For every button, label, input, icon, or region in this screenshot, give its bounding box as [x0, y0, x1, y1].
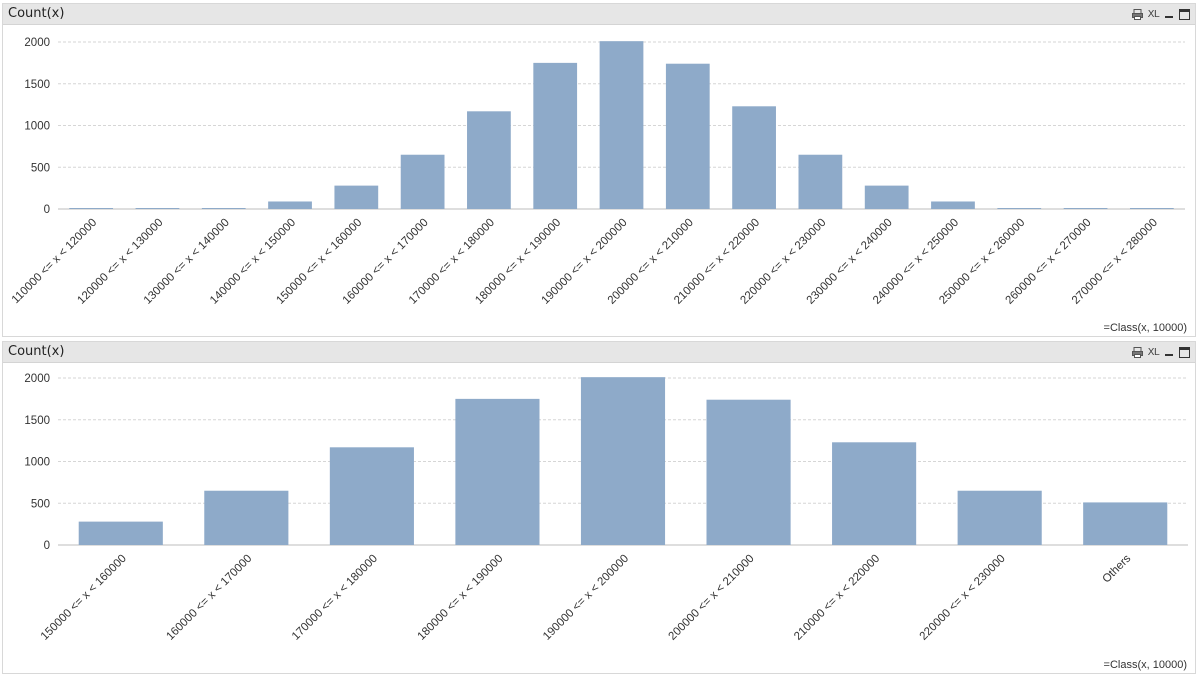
x-tick-label: 210000 <= x < 220000 [792, 553, 882, 643]
bar[interactable] [455, 398, 540, 545]
maximize-icon[interactable] [1179, 345, 1190, 359]
panel-toolbar: XL [1131, 6, 1190, 22]
y-axis: 0 500 1000 1500 2000 [24, 37, 50, 216]
minimize-icon[interactable] [1164, 345, 1174, 359]
y-tick-label: 2000 [24, 373, 50, 385]
bar[interactable] [334, 185, 379, 209]
bar[interactable] [201, 208, 246, 209]
bar[interactable] [78, 521, 163, 545]
histogram-chart-1: 0 500 1000 1500 2000 110000 <= x < 1200001200… [10, 37, 1185, 307]
bar[interactable] [957, 490, 1042, 545]
y-tick-label: 1500 [24, 415, 50, 427]
dimension-label: =Class(x, 10000) [1103, 322, 1187, 334]
bar[interactable] [832, 442, 917, 545]
histogram-chart-2: 0 500 1000 1500 2000 150000 <= x < 160000 1600… [24, 373, 1188, 643]
bar[interactable] [69, 208, 114, 209]
y-tick-label: 1000 [24, 457, 50, 469]
bar[interactable] [599, 41, 644, 209]
bar[interactable] [400, 154, 445, 209]
x-tick-label: Others [1100, 552, 1133, 585]
x-tick-label: 220000 <= x < 230000 [918, 553, 1008, 643]
x-axis: 150000 <= x < 160000 160000 <= x < 170000… [39, 552, 1134, 642]
bar[interactable] [665, 63, 710, 210]
chart-panel-2: Count(x) XL 0 500 1000 1500 2000 150000 <= x … [2, 341, 1196, 674]
bar[interactable] [997, 207, 1042, 209]
panel-header[interactable]: Count(x) XL [3, 342, 1195, 363]
y-tick-label: 2000 [24, 37, 50, 49]
chart-title: Count(x) [8, 6, 65, 21]
bar[interactable] [1063, 208, 1108, 209]
bars [78, 377, 1168, 545]
panel-toolbar: XL [1131, 344, 1190, 360]
bar[interactable] [533, 62, 578, 209]
bar[interactable] [135, 208, 180, 209]
bar[interactable] [931, 201, 975, 209]
y-tick-label: 1000 [24, 121, 50, 133]
y-tick-label: 500 [31, 162, 50, 174]
maximize-icon[interactable] [1179, 7, 1190, 21]
dimension-label: =Class(x, 10000) [1103, 659, 1187, 671]
chart-panel-1: Count(x) XL 0 500 1000 1500 2000 110000 <= x … [2, 3, 1196, 337]
bar[interactable] [268, 201, 312, 209]
bar[interactable] [1129, 208, 1174, 209]
y-tick-label: 500 [31, 498, 50, 510]
export-excel-button[interactable]: XL [1147, 8, 1160, 20]
bar[interactable] [1083, 502, 1168, 545]
x-tick-label: 150000 <= x < 160000 [39, 553, 129, 643]
y-tick-label: 1500 [24, 79, 50, 91]
bar[interactable] [204, 490, 289, 545]
printer-icon[interactable] [1131, 345, 1143, 359]
bar[interactable] [798, 154, 843, 209]
panel-header[interactable]: Count(x) XL [3, 4, 1195, 25]
printer-icon[interactable] [1131, 7, 1143, 21]
export-excel-button[interactable]: XL [1147, 346, 1160, 358]
bar[interactable] [329, 447, 414, 545]
bar[interactable] [467, 111, 511, 209]
x-tick-label: 170000 <= x < 180000 [290, 553, 380, 643]
bar[interactable] [580, 377, 666, 545]
chart-title: Count(x) [8, 344, 65, 359]
x-tick-label: 200000 <= x < 210000 [667, 553, 757, 643]
bars [69, 41, 1174, 210]
x-tick-label: 160000 <= x < 170000 [164, 553, 254, 643]
y-axis: 0 500 1000 1500 2000 [24, 373, 50, 552]
y-tick-label: 0 [44, 540, 50, 552]
bar[interactable] [732, 106, 776, 209]
y-tick-label: 0 [44, 204, 50, 216]
x-tick-label: 180000 <= x < 190000 [415, 553, 505, 643]
x-tick-label: 190000 <= x < 200000 [541, 553, 631, 643]
bar[interactable] [864, 185, 909, 209]
minimize-icon[interactable] [1164, 7, 1174, 21]
bar[interactable] [706, 399, 791, 545]
